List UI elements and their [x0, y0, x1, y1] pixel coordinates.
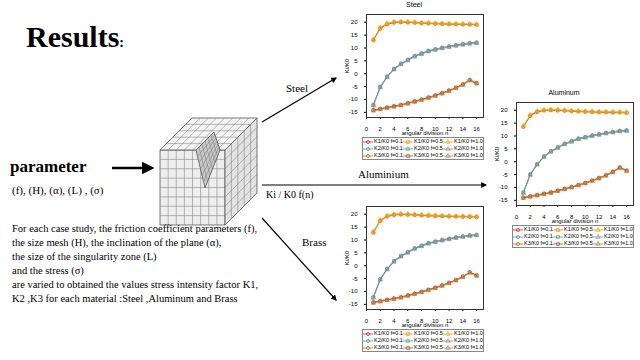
- svg-text:-5: -5: [352, 276, 358, 282]
- html-text:K2/K0 f=1.0: K2/K0 f=1.0: [454, 337, 483, 343]
- svg-text:0: 0: [354, 263, 358, 269]
- svg-text:angular division n: angular division n: [552, 218, 599, 224]
- svg-text:-5: -5: [352, 84, 358, 90]
- svg-text:15: 15: [501, 120, 508, 126]
- svg-text:12: 12: [595, 213, 603, 220]
- svg-text:0: 0: [365, 126, 369, 132]
- html-text:K1/K0 f=1.0: K1/K0 f=1.0: [454, 138, 483, 144]
- html-text:K3/K0 f=1.0: K3/K0 f=1.0: [454, 152, 483, 158]
- svg-text:4: 4: [392, 318, 396, 324]
- svg-text:-10: -10: [499, 184, 508, 190]
- html-text:and the stress (σ): and the stress (σ): [12, 265, 84, 276]
- html-text:the size of the singularity zo: the size of the singularity zone (L): [12, 251, 157, 262]
- html-text:Steel: Steel: [406, 1, 422, 8]
- svg-text:Ki/K0: Ki/K0: [344, 250, 350, 265]
- svg-text:4: 4: [542, 214, 546, 220]
- html-text:Results: Results: [26, 20, 120, 53]
- html-text:K3/K0 f=0.1: K3/K0 f=0.1: [374, 152, 403, 158]
- html-text:K2/K0 f=1.0: K2/K0 f=1.0: [454, 145, 483, 151]
- svg-text:14: 14: [610, 214, 617, 220]
- html-text:K3/K0 f=0.1: K3/K0 f=0.1: [524, 240, 553, 246]
- svg-text:5: 5: [354, 58, 358, 64]
- html-text:Ki / K0 f(n): Ki / K0 f(n): [266, 189, 314, 200]
- svg-text:20: 20: [351, 211, 358, 217]
- html-text:K3/K0 f=0.1: K3/K0 f=0.1: [374, 344, 403, 350]
- svg-text:-15: -15: [349, 109, 358, 115]
- svg-text:12: 12: [445, 125, 453, 132]
- svg-text:-15: -15: [349, 301, 358, 307]
- html-text:the size mesh (H), the inclina: the size mesh (H), the inclination of th…: [12, 237, 222, 248]
- html-text:K2/K0 f=0.5: K2/K0 f=0.5: [414, 145, 443, 151]
- html-text:K3/K0 f=1.0: K3/K0 f=1.0: [454, 344, 483, 350]
- html-text:are varied to obtained the val: are varied to obtained the values stress…: [12, 279, 259, 304]
- html-text:K2/K0 f=0.1: K2/K0 f=0.1: [374, 337, 403, 343]
- html-text:K1/K0 f=0.5: K1/K0 f=0.5: [564, 226, 593, 232]
- html-text:K2/K0 f=1.0: K2/K0 f=1.0: [604, 233, 633, 239]
- html-text:K3/K0 f=1.0: K3/K0 f=1.0: [604, 240, 633, 246]
- svg-text:5: 5: [504, 146, 508, 152]
- svg-text:0: 0: [504, 159, 508, 165]
- svg-text:16: 16: [473, 126, 480, 132]
- html-text:K1/K0 f=0.1: K1/K0 f=0.1: [374, 138, 403, 144]
- svg-text:-10: -10: [349, 96, 358, 102]
- svg-text:15: 15: [351, 224, 358, 230]
- svg-text:10: 10: [501, 133, 508, 139]
- svg-text:20: 20: [351, 19, 358, 25]
- html-text:Brass: Brass: [302, 236, 327, 248]
- html-text:K3/K0 f=0.5: K3/K0 f=0.5: [564, 240, 593, 246]
- html-text:K1/K0 f=1.0: K1/K0 f=1.0: [454, 330, 483, 336]
- html-text:Aluminium: Aluminium: [358, 168, 409, 180]
- html-text:K2/K0 f=0.5: K2/K0 f=0.5: [414, 337, 443, 343]
- svg-text:0: 0: [354, 71, 358, 77]
- svg-text:2: 2: [379, 318, 383, 324]
- html-text:K2/K0 f=0.1: K2/K0 f=0.1: [374, 145, 403, 151]
- svg-text:-10: -10: [349, 288, 358, 294]
- svg-text:20: 20: [501, 107, 508, 113]
- html-text:K1/K0 f=1.0: K1/K0 f=1.0: [604, 226, 633, 232]
- svg-text:-15: -15: [499, 197, 508, 203]
- svg-text:12: 12: [445, 317, 453, 324]
- svg-text:Ki/K0: Ki/K0: [344, 58, 350, 73]
- html-text:K1/K0 f=0.5: K1/K0 f=0.5: [414, 330, 443, 336]
- html-text:K2/K0 f=0.1: K2/K0 f=0.1: [524, 233, 553, 239]
- svg-text:angular division n: angular division n: [402, 130, 449, 136]
- svg-text:Ki/K0: Ki/K0: [494, 146, 500, 161]
- html-text:K3/K0 f=0.5: K3/K0 f=0.5: [414, 344, 443, 350]
- html-text:For each case study, the frict: For each case study, the friction coeffi…: [12, 223, 258, 234]
- svg-text:0: 0: [365, 318, 369, 324]
- html-text:(f), (H), (α), (L) , (σ): (f), (H), (α), (L) , (σ): [12, 184, 104, 196]
- svg-text:16: 16: [623, 214, 630, 220]
- svg-text:15: 15: [351, 32, 358, 38]
- svg-text:2: 2: [379, 126, 383, 132]
- svg-text:2: 2: [529, 214, 533, 220]
- html-text:parameter: parameter: [10, 157, 87, 176]
- svg-text:14: 14: [460, 318, 467, 324]
- svg-text:14: 14: [460, 126, 467, 132]
- svg-text:4: 4: [392, 126, 396, 132]
- svg-text:0: 0: [515, 214, 519, 220]
- svg-text:5: 5: [354, 250, 358, 256]
- html-text:Aluminum: Aluminum: [548, 89, 580, 96]
- svg-text:10: 10: [351, 237, 358, 243]
- svg-text:-5: -5: [502, 172, 508, 178]
- svg-text:16: 16: [473, 318, 480, 324]
- html-text:K1/K0 f=0.1: K1/K0 f=0.1: [524, 226, 553, 232]
- html-text:K3/K0 f=0.5: K3/K0 f=0.5: [414, 152, 443, 158]
- html-text:K1/K0 f=0.1: K1/K0 f=0.1: [374, 330, 403, 336]
- html-text:K1/K0 f=0.5: K1/K0 f=0.5: [414, 138, 443, 144]
- html-text:Steel: Steel: [286, 82, 308, 94]
- svg-text:10: 10: [351, 45, 358, 51]
- svg-text:angular division n: angular division n: [402, 322, 449, 328]
- html-text:K2/K0 f=0.5: K2/K0 f=0.5: [564, 233, 593, 239]
